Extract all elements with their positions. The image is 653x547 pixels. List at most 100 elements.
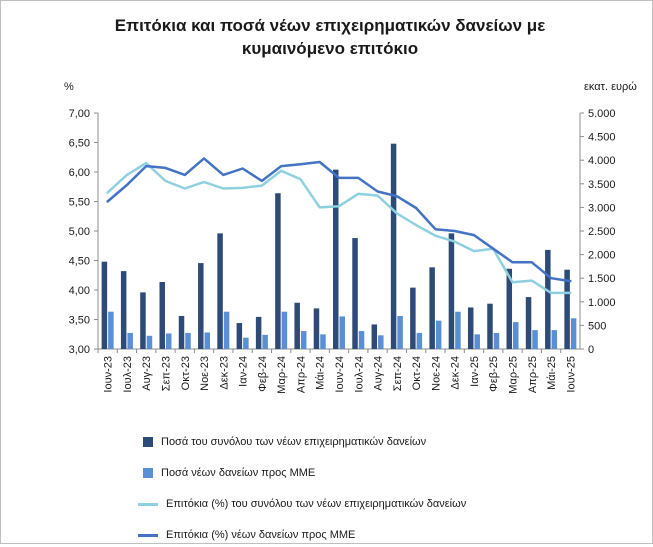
bar-total-amount — [255, 316, 262, 349]
bar-sme-amount — [339, 316, 345, 349]
x-tick-label: Δεκ-23 — [218, 356, 230, 390]
bar-total-amount — [236, 323, 243, 349]
bar-total-amount — [448, 233, 455, 349]
legend-item-sme-rates: Επιτόκια (%) νέων δανείων προς ΜΜΕ — [138, 523, 466, 547]
left-tick-label: 3,50 — [69, 315, 90, 327]
bar-total-amount — [140, 292, 146, 349]
right-tick-label: 4.500 — [588, 132, 616, 144]
x-tick-label: Ιουν-25 — [565, 356, 577, 393]
bar-total-amount — [371, 324, 378, 349]
bar-total-amount — [564, 269, 570, 349]
right-tick-label: 3.500 — [588, 179, 616, 191]
bar-sme-amount — [165, 333, 172, 349]
left-tick-label: 5,50 — [69, 197, 90, 209]
legend-swatch-sme-amounts — [143, 468, 153, 478]
bar-sme-amount — [281, 311, 288, 349]
right-axis-unit: εκατ. ευρώ — [584, 81, 637, 93]
x-tick-label: Απρ-24 — [295, 356, 307, 393]
legend-swatch-total-amounts — [143, 437, 153, 447]
bar-total-amount — [159, 281, 165, 349]
x-tick-label: Δεκ-24 — [450, 356, 462, 390]
x-tick-label: Ιαν-25 — [469, 356, 481, 387]
x-tick-label: Ιουν-24 — [334, 356, 346, 393]
line-total-rates — [106, 161, 572, 295]
legend-item-total-amounts: Ποσά του συνόλου των νέων επιχειρηματικώ… — [138, 430, 466, 454]
bar-total-amount — [525, 297, 532, 349]
x-tick-label: Οκτ-23 — [180, 356, 192, 390]
bar-sme-amount — [455, 311, 461, 349]
x-tick-label: Αυγ-23 — [141, 356, 153, 391]
bar-sme-amount — [223, 311, 230, 349]
bar-sme-amount — [300, 331, 307, 349]
right-tick-label: 2.000 — [588, 250, 616, 262]
bar-total-amount — [467, 307, 474, 349]
right-tick-label: 2.500 — [588, 226, 616, 238]
bar-sme-amount — [513, 322, 519, 349]
bar-sme-amount — [532, 330, 538, 349]
bar-sme-amount — [262, 334, 268, 349]
bar-sme-amount — [416, 332, 423, 349]
chart-title-line-2: κυμαινόμενο επιτόκιο — [241, 39, 419, 58]
left-tick-label: 6,50 — [69, 138, 90, 150]
bar-total-amount — [120, 271, 127, 349]
chart-legend: Ποσά του συνόλου των νέων επιχειρηματικώ… — [138, 430, 466, 547]
bar-sme-amount — [127, 332, 133, 349]
x-tick-label: Νοε-23 — [199, 356, 211, 391]
bar-sme-amount — [204, 332, 211, 349]
left-tick-label: 6,00 — [69, 167, 90, 179]
bar-total-amount — [198, 263, 204, 349]
right-tick-label: 1.000 — [588, 297, 616, 309]
x-tick-label: Ιαν-24 — [238, 356, 250, 387]
bar-total-amount — [217, 233, 223, 349]
right-tick-label: 500 — [588, 320, 606, 332]
legend-item-sme-amounts: Ποσά νέων δανείων προς ΜΜΕ — [138, 461, 466, 485]
bar-total-amount — [545, 249, 551, 349]
legend-label-sme-rates: Επιτόκια (%) νέων δανείων προς ΜΜΕ — [166, 529, 356, 541]
right-tick-label: 4.000 — [588, 155, 616, 167]
legend-swatch-sme-rates — [138, 533, 158, 537]
bar-total-amount — [390, 143, 397, 349]
left-tick-label: 7,00 — [69, 108, 90, 120]
bar-sme-amount — [108, 311, 114, 349]
line-sme-rates — [106, 157, 572, 283]
bar-total-amount — [429, 267, 435, 349]
bar-sme-amount — [243, 337, 249, 349]
x-tick-label: Μαρ-24 — [276, 356, 288, 394]
x-tick-label: Απρ-25 — [527, 356, 539, 393]
x-tick-label: Σεπ-23 — [160, 356, 172, 391]
x-tick-label: Μάι-24 — [315, 356, 327, 390]
bar-sme-amount — [397, 315, 403, 349]
legend-item-total-rates: Επιτόκια (%) του συνόλου των νέων επιχει… — [138, 492, 466, 516]
bar-sme-amount — [378, 335, 384, 349]
legend-swatch-total-rates — [138, 502, 158, 506]
x-tick-label: Φεβ-24 — [257, 356, 269, 392]
right-tick-label: 5.000 — [588, 108, 616, 120]
x-tick-label: Ιουλ-23 — [122, 356, 134, 393]
bar-total-amount — [275, 193, 281, 349]
chart-title: Επιτόκια και ποσά νέων επιχειρηματικών δ… — [60, 14, 600, 60]
bar-sme-amount — [570, 318, 577, 349]
right-tick-label: 0 — [588, 344, 594, 356]
x-tick-label: Αυγ-24 — [373, 356, 385, 391]
bar-sme-amount — [435, 320, 442, 349]
x-tick-label: Μαρ-25 — [508, 356, 520, 394]
bar-sme-amount — [493, 332, 500, 349]
bar-sme-amount — [551, 330, 558, 349]
legend-label-sme-amounts: Ποσά νέων δανείων προς ΜΜΕ — [161, 467, 316, 479]
x-tick-label: Μάι-25 — [546, 356, 558, 390]
bar-total-amount — [313, 308, 320, 349]
x-tick-label: Ιουλ-24 — [353, 356, 365, 393]
right-tick-label: 1.500 — [588, 273, 616, 285]
x-tick-label: Νοε-24 — [430, 356, 442, 391]
x-tick-label: Ιουν-23 — [103, 356, 115, 393]
x-tick-label: Οκτ-24 — [411, 356, 423, 390]
bar-total-amount — [101, 261, 108, 349]
right-tick-label: 3.000 — [588, 202, 616, 214]
x-tick-label: Φεβ-25 — [488, 356, 500, 392]
bar-total-amount — [506, 268, 513, 349]
bar-sme-amount — [185, 332, 191, 349]
bar-total-amount — [333, 169, 339, 349]
bar-sme-amount — [474, 334, 480, 349]
legend-label-total-amounts: Ποσά του συνόλου των νέων επιχειρηματικώ… — [161, 436, 427, 448]
